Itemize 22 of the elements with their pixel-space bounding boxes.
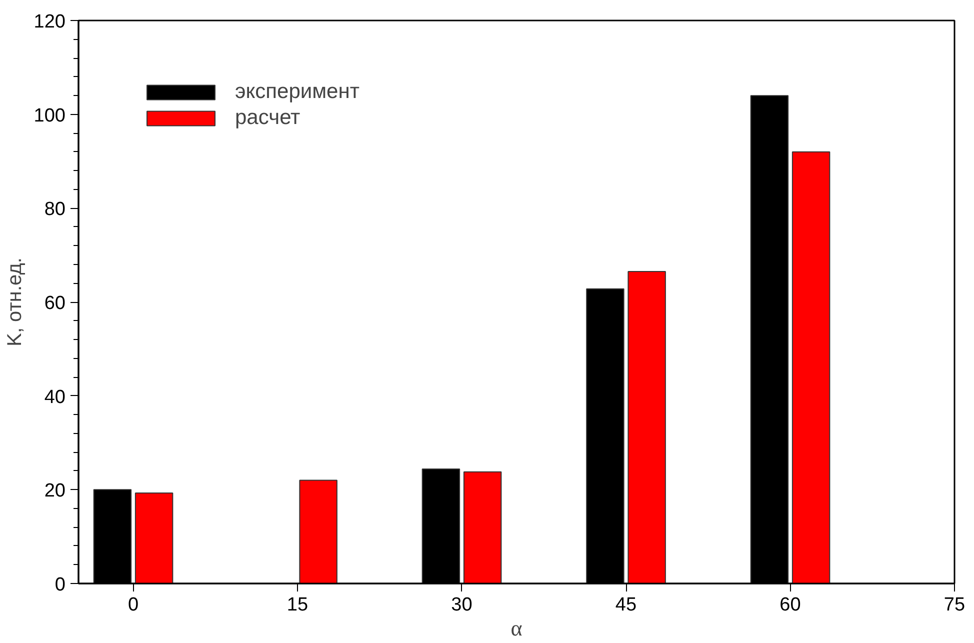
x-tick-label: 45: [615, 594, 637, 616]
x-tick-label: 0: [128, 594, 139, 616]
x-tick-label: 75: [944, 594, 966, 616]
y-axis-title: K, отн.ед.: [4, 258, 26, 346]
bar: [299, 480, 338, 584]
bar: [463, 471, 502, 584]
x-tick-label: 60: [780, 594, 801, 616]
x-tick-label: 15: [286, 594, 308, 616]
legend-label: эксперимент: [235, 80, 360, 104]
bar: [792, 151, 830, 584]
x-axis-title: α: [510, 616, 523, 640]
y-tick-label: 120: [34, 12, 66, 32]
legend-label: расчет: [235, 106, 300, 130]
y-tick-label: 40: [44, 386, 66, 408]
y-tick-label: 0: [54, 574, 66, 596]
y-tick-label: 100: [34, 105, 66, 126]
y-tick-label: 80: [44, 199, 66, 220]
x-tick-label: 30: [451, 594, 472, 616]
y-tick-label: 60: [44, 293, 66, 314]
y-tick-label: 20: [44, 480, 66, 502]
bar: [628, 271, 666, 584]
bar: [134, 492, 174, 584]
